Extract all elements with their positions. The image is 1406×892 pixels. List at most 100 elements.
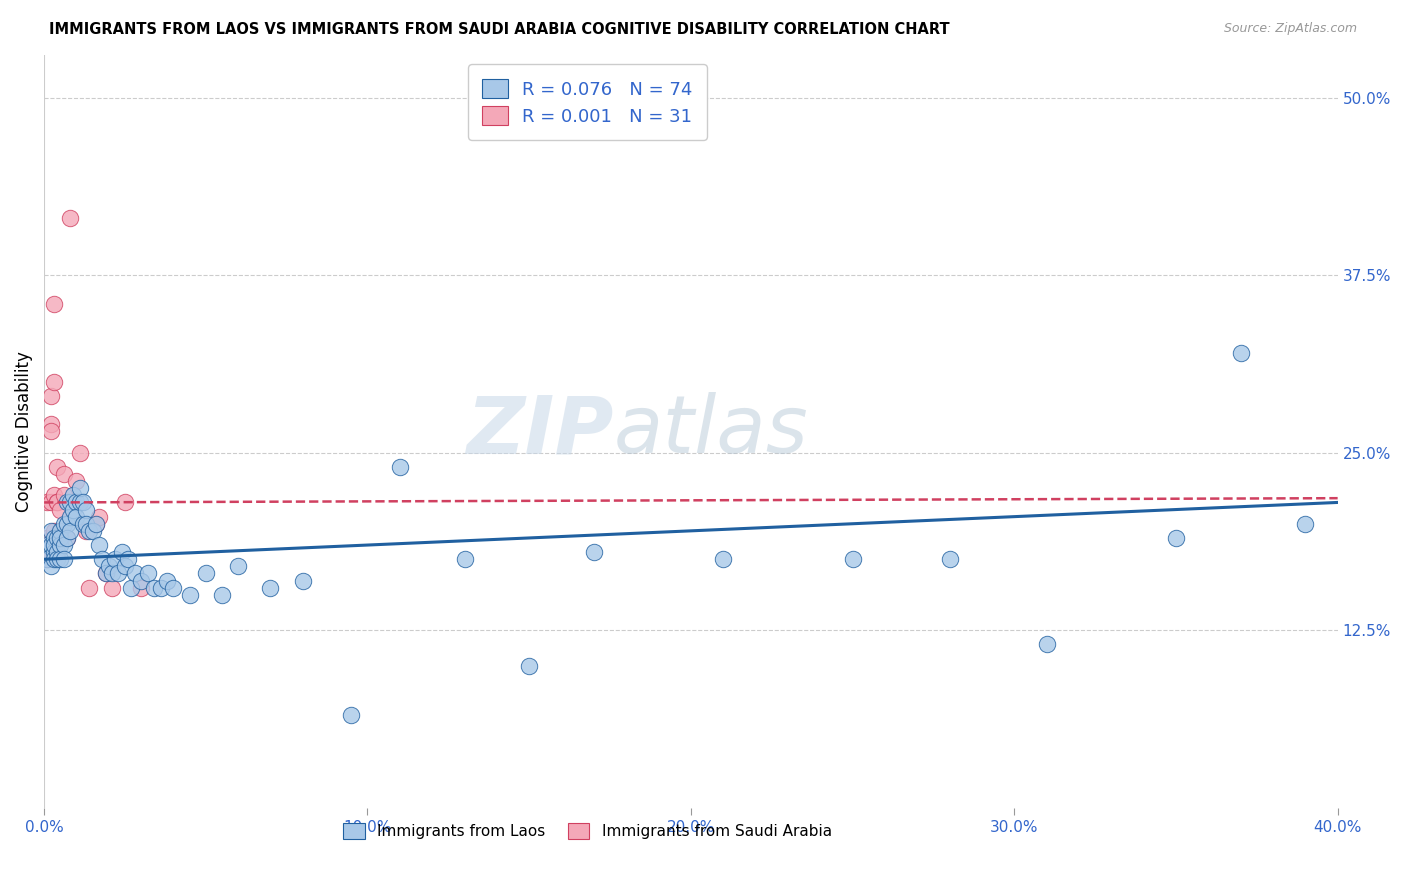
Point — [129, 574, 152, 588]
Point — [1035, 637, 1057, 651]
Point — [101, 581, 124, 595]
Point — [72, 516, 94, 531]
Point — [82, 524, 104, 538]
Point — [104, 552, 127, 566]
Point — [75, 516, 97, 531]
Point — [39, 559, 62, 574]
Point — [49, 524, 72, 538]
Point — [55, 495, 77, 509]
Point — [517, 658, 540, 673]
Point — [84, 516, 107, 531]
Point — [39, 389, 62, 403]
Point — [65, 495, 87, 509]
Point — [65, 474, 87, 488]
Point — [42, 531, 65, 545]
Point — [69, 481, 91, 495]
Point — [46, 552, 69, 566]
Point — [42, 545, 65, 559]
Point — [117, 552, 139, 566]
Point — [42, 538, 65, 552]
Point — [87, 509, 110, 524]
Point — [84, 516, 107, 531]
Point — [42, 488, 65, 502]
Point — [37, 552, 59, 566]
Point — [39, 524, 62, 538]
Point — [49, 524, 72, 538]
Point — [107, 566, 129, 581]
Text: IMMIGRANTS FROM LAOS VS IMMIGRANTS FROM SAUDI ARABIA COGNITIVE DISABILITY CORREL: IMMIGRANTS FROM LAOS VS IMMIGRANTS FROM … — [49, 22, 950, 37]
Point — [1229, 346, 1251, 360]
Point — [49, 531, 72, 545]
Point — [75, 524, 97, 538]
Point — [55, 531, 77, 545]
Point — [72, 495, 94, 509]
Point — [52, 552, 75, 566]
Point — [46, 495, 69, 509]
Point — [1164, 531, 1187, 545]
Point — [79, 581, 101, 595]
Point — [49, 552, 72, 566]
Text: Source: ZipAtlas.com: Source: ZipAtlas.com — [1223, 22, 1357, 36]
Point — [39, 425, 62, 439]
Point — [59, 211, 82, 226]
Point — [59, 524, 82, 538]
Point — [87, 538, 110, 552]
Point — [42, 296, 65, 310]
Point — [388, 459, 411, 474]
Point — [52, 516, 75, 531]
Point — [37, 538, 59, 552]
Point — [37, 495, 59, 509]
Point — [62, 495, 84, 509]
Point — [59, 495, 82, 509]
Point — [37, 531, 59, 545]
Point — [226, 559, 249, 574]
Point — [94, 566, 117, 581]
Point — [94, 566, 117, 581]
Point — [42, 375, 65, 389]
Point — [39, 538, 62, 552]
Point — [52, 538, 75, 552]
Point — [75, 502, 97, 516]
Legend: Immigrants from Laos, Immigrants from Saudi Arabia: Immigrants from Laos, Immigrants from Sa… — [337, 816, 838, 846]
Point — [582, 545, 605, 559]
Point — [69, 495, 91, 509]
Point — [42, 524, 65, 538]
Point — [149, 581, 172, 595]
Point — [136, 566, 159, 581]
Point — [42, 552, 65, 566]
Point — [37, 552, 59, 566]
Point — [62, 488, 84, 502]
Point — [841, 552, 863, 566]
Point — [453, 552, 475, 566]
Point — [52, 488, 75, 502]
Point — [162, 581, 184, 595]
Point — [111, 545, 134, 559]
Point — [49, 502, 72, 516]
Point — [194, 566, 217, 581]
Text: atlas: atlas — [613, 392, 808, 470]
Point — [52, 467, 75, 481]
Point — [97, 559, 120, 574]
Point — [340, 708, 363, 723]
Point — [211, 588, 233, 602]
Point — [55, 516, 77, 531]
Point — [39, 417, 62, 432]
Point — [124, 566, 146, 581]
Point — [55, 531, 77, 545]
Point — [938, 552, 960, 566]
Point — [62, 502, 84, 516]
Point — [46, 545, 69, 559]
Point — [39, 495, 62, 509]
Point — [120, 581, 142, 595]
Point — [156, 574, 179, 588]
Point — [69, 446, 91, 460]
Point — [259, 581, 281, 595]
Point — [46, 459, 69, 474]
Point — [59, 509, 82, 524]
Point — [101, 566, 124, 581]
Point — [65, 509, 87, 524]
Point — [46, 531, 69, 545]
Point — [143, 581, 166, 595]
Point — [129, 581, 152, 595]
Point — [114, 559, 136, 574]
